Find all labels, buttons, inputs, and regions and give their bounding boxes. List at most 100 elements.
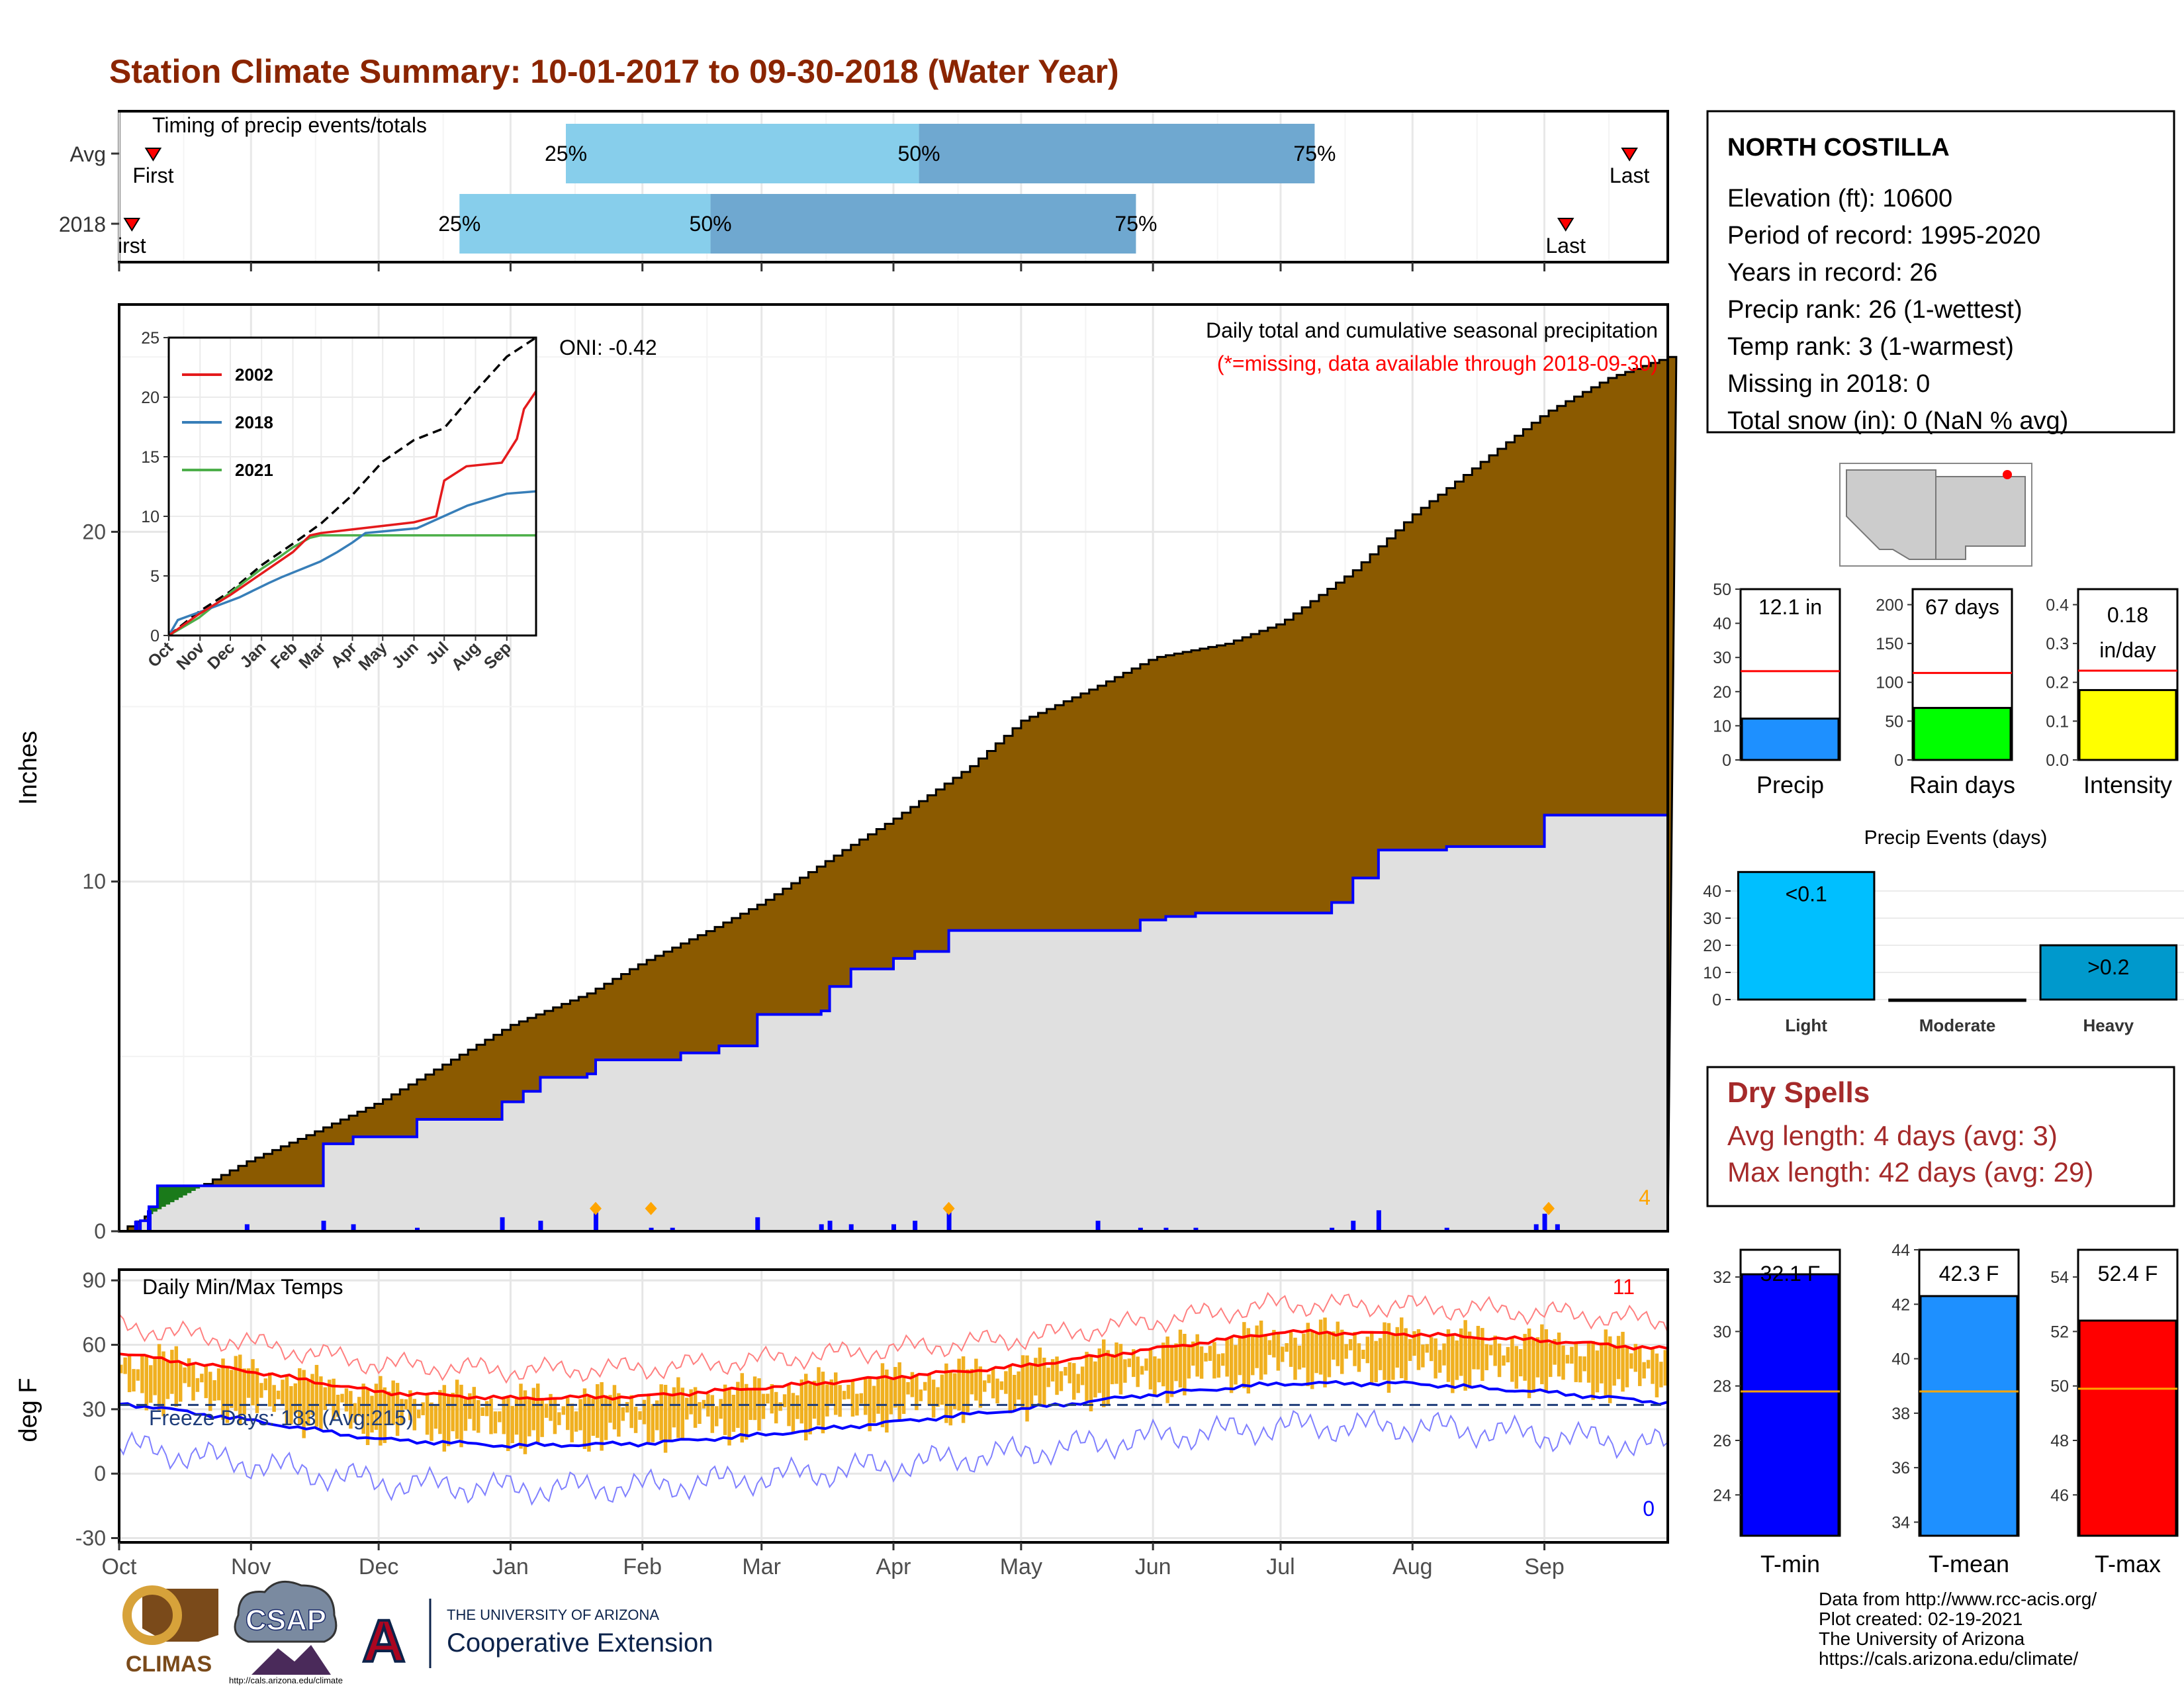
month-tick-label: Jul [1266,1554,1295,1579]
temp-day-bar [302,1370,306,1438]
temp-day-bar [1553,1338,1557,1365]
temp-day-bar [791,1393,796,1432]
temp-day-bar [796,1395,799,1419]
temp-day-bar [349,1391,353,1429]
summary-bar-name: Rain days [1909,771,2015,798]
csap-mountain [251,1645,331,1675]
temp-day-bar [1221,1353,1225,1366]
temp-day-bar [1272,1330,1276,1358]
temp-day-bar [812,1380,817,1419]
temp-day-bar [1178,1329,1183,1388]
temp-day-bar [566,1397,570,1430]
temp-day-bar [1557,1333,1561,1377]
station-name: NORTH COSTILLA [1727,134,1950,162]
temp-day-bar [1208,1346,1212,1361]
temp-day-bar [1195,1334,1199,1377]
precip-main-chart: 0 10 20 Inches ONI: -0.42 Daily total and … [15,303,1678,1243]
summary-y-tick-label: 0.0 [2046,751,2069,770]
record-low-line [118,1409,1668,1506]
temp-summary-y-tick-label: 30 [1713,1323,1731,1341]
temp-day-bar [901,1376,906,1414]
temp-summary-y-tick-label: 50 [2050,1378,2069,1396]
summary-y-tick-label: 0.1 [2046,712,2069,731]
month-tick-label: Oct [102,1554,137,1579]
temp-chart-label: Daily Min/Max Temps [142,1275,343,1299]
daily-precip-bar [1533,1224,1539,1231]
temp-day-bar [408,1390,412,1421]
temp-day-bar [1314,1333,1318,1374]
temp-day-bar [1489,1344,1493,1356]
temp-summary-name: T-mean [1929,1550,2009,1577]
temp-day-bar [693,1387,698,1428]
temp-summary-value-bar [2078,1319,2177,1537]
summary-y-tick-label: 0 [1894,751,1903,770]
temp-day-bar [1332,1331,1336,1360]
station-info-line: Missing in 2018: 0 [1727,370,1930,398]
temp-day-bar [1408,1338,1412,1361]
temp-day-bar [1425,1344,1430,1353]
temp-day-bar [1616,1336,1621,1380]
temp-day-bar [1621,1331,1625,1392]
temp-day-bar [212,1380,216,1401]
temp-day-bar [978,1366,983,1408]
daily-precip-bars [134,1210,1560,1231]
temp-day-bar [289,1385,293,1425]
temp-day-bar [727,1389,731,1446]
temp-day-bar [838,1385,842,1417]
temp-day-bar [999,1381,1004,1390]
precip-events-chart: Precip Events (days) 0 10 20 30 40 <0.1 Light M… [1703,827,2184,1035]
summary-value-bar [1741,718,1840,761]
temp-day-bar [1259,1320,1263,1380]
temp-day-bar [1255,1325,1259,1368]
station-info-line: Precip rank: 26 (1-wettest) [1727,296,2023,324]
temp-day-bar [527,1398,531,1436]
temp-day-bar [506,1396,510,1452]
main-y-label: Inches [15,731,42,805]
cold-count: 0 [1643,1497,1655,1521]
temp-daily-bars [119,1317,1668,1454]
temp-summary-y-tick-label: 42 [1891,1295,1910,1314]
timing-p75-label: 75% [1293,142,1336,165]
temp-day-bar [596,1384,600,1438]
temp-day-bar [200,1374,204,1383]
inset-legend-label: 2002 [235,365,273,385]
temp-day-bar [1544,1329,1549,1393]
temp-day-bar [1600,1342,1604,1383]
temp-day-bar [629,1395,633,1429]
temp-day-bar [987,1374,991,1383]
inset-y-tick-label: 25 [141,329,159,348]
temp-day-bar [1455,1340,1459,1380]
temp-day-bar [1289,1332,1293,1367]
temp-day-bar [1293,1337,1297,1380]
temp-day-bar [374,1383,379,1430]
temp-y-label: deg F [15,1378,42,1442]
missing-marker [1543,1201,1555,1215]
temp-day-bar [140,1354,144,1393]
temp-day-bar [1068,1362,1072,1383]
temp-day-bar [872,1385,876,1423]
temp-day-bar [1199,1346,1204,1379]
temp-day-bar [1357,1343,1361,1372]
temp-day-bar [557,1412,561,1425]
normal-min-line [118,1380,1668,1449]
daily-precip-bar [946,1210,952,1231]
temp-summary-t-min: 24 26 28 30 32 32.1 F T-min [1713,1248,1841,1577]
temp-day-bar [617,1393,621,1437]
temp-day-bar [1348,1338,1353,1350]
month-tick-label: Sep [1524,1554,1565,1579]
summary-y-tick-label: 200 [1876,596,1903,614]
csap-url: http://cals.arizona.edu/climate [229,1675,343,1685]
temp-day-bar [1472,1336,1476,1370]
temp-day-bar [328,1380,332,1406]
temp-day-bar [821,1372,825,1434]
events-bar-label: <0.1 [1786,882,1827,906]
temp-day-bar [1361,1350,1365,1359]
temp-day-bar [1642,1362,1646,1379]
temp-day-bar [1476,1325,1480,1370]
daily-precip-bar [1444,1227,1449,1231]
temp-day-bar [1225,1337,1229,1377]
temp-day-bar [246,1368,251,1398]
temp-day-bar [523,1390,527,1454]
station-info-box: NORTH COSTILLA Elevation (ft): 10600 Peri… [1706,110,2175,435]
